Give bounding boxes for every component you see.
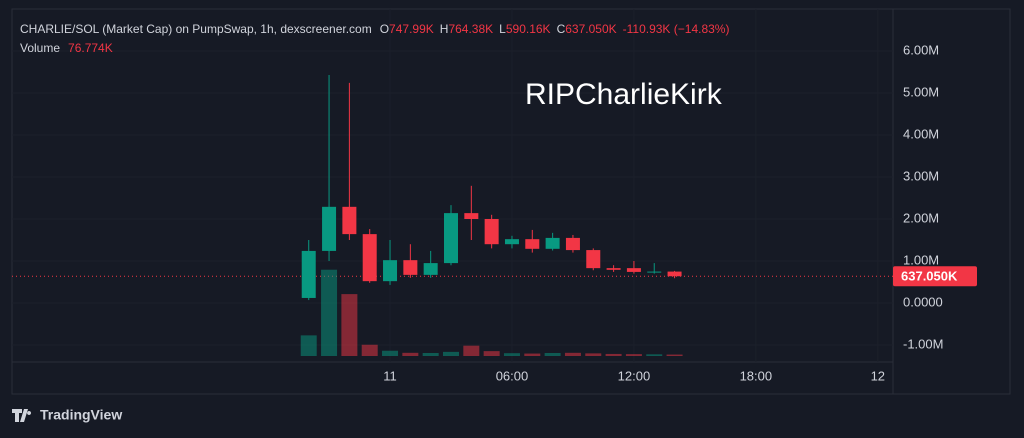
- volume-bar: [503, 353, 520, 356]
- candle-body: [647, 271, 662, 273]
- brand: TradingView: [12, 407, 122, 423]
- volume-bar: [402, 352, 419, 356]
- y-tick-label: 3.00M: [903, 168, 939, 183]
- field-key: C: [557, 22, 566, 36]
- y-tick-label: 2.00M: [903, 210, 939, 225]
- volume-bar: [646, 354, 663, 356]
- volume-bar: [300, 335, 317, 356]
- field-key: O: [380, 22, 389, 36]
- volume-bar: [564, 352, 581, 356]
- candle-body: [444, 213, 458, 264]
- last-price-box: [893, 266, 977, 287]
- volume-bar: [382, 350, 399, 356]
- volume-bar: [625, 354, 642, 356]
- volume-bar: [321, 269, 338, 356]
- candle-body: [525, 239, 540, 249]
- pane-border: [11, 8, 1011, 395]
- volume-key: Volume: [20, 41, 60, 55]
- change: -110.93K (−14.83%): [623, 22, 730, 36]
- candle-body: [322, 206, 337, 251]
- brand-logo: [12, 409, 32, 422]
- x-tick-label: 12: [871, 368, 885, 383]
- y-tick-label: 5.00M: [903, 84, 939, 99]
- field-value: 590.16K: [506, 22, 551, 36]
- y-tick-label: 1.00M: [903, 252, 939, 267]
- symbol: CHARLIE/SOL (Market Cap) on PumpSwap, 1h…: [20, 22, 372, 36]
- volume-bar: [544, 352, 561, 356]
- volume-value: 76.774K: [68, 41, 113, 55]
- candle-body: [626, 268, 641, 272]
- volume-bar: [341, 294, 358, 356]
- candle-body: [301, 250, 316, 298]
- candle-body: [383, 260, 398, 282]
- legend-line: CHARLIE/SOL (Market Cap) on PumpSwap, 1h…: [20, 22, 729, 36]
- candle-body: [606, 268, 621, 270]
- field-key: H: [440, 22, 449, 36]
- candle-body: [545, 237, 560, 249]
- volume-bar: [463, 345, 480, 356]
- y-tick-label: 4.00M: [903, 126, 939, 141]
- last-price-label: 637.050K: [901, 269, 958, 284]
- candle-body: [667, 271, 682, 277]
- volume-bar: [585, 353, 602, 356]
- field-key: L: [499, 22, 506, 36]
- volume-bar: [361, 344, 378, 356]
- y-tick-label: 0.0000: [903, 294, 943, 309]
- volume-bar: [524, 353, 541, 356]
- y-tick-label: -1.00M: [903, 336, 943, 351]
- volume-bar: [422, 352, 439, 356]
- candle-body: [565, 237, 580, 251]
- y-tick-label: 6.00M: [903, 42, 939, 57]
- brand-name: TradingView: [40, 407, 122, 423]
- volume-legend: Volume 76.774K: [20, 41, 113, 55]
- field-value: 637.050K: [565, 22, 616, 36]
- volume-bar: [605, 353, 622, 356]
- field-value: 764.38K: [448, 22, 493, 36]
- candle-body: [362, 234, 377, 282]
- x-tick-label: 06:00: [496, 368, 529, 383]
- volume-bar: [483, 351, 500, 356]
- x-tick-label: 12:00: [618, 368, 651, 383]
- annotation: RIPCharlieKirk: [525, 78, 723, 111]
- candle-body: [403, 260, 418, 275]
- candle-body: [586, 250, 601, 269]
- volume-bar: [443, 351, 459, 356]
- field-value: 747.99K: [389, 22, 434, 36]
- candle-body: [342, 206, 357, 235]
- candle-body: [484, 219, 499, 245]
- x-tick-label: 18:00: [740, 368, 773, 383]
- x-tick-label: 11: [383, 368, 397, 383]
- candle-body: [423, 263, 438, 275]
- candle-body: [504, 239, 519, 245]
- volume-bar: [666, 354, 683, 356]
- candle-body: [464, 213, 479, 219]
